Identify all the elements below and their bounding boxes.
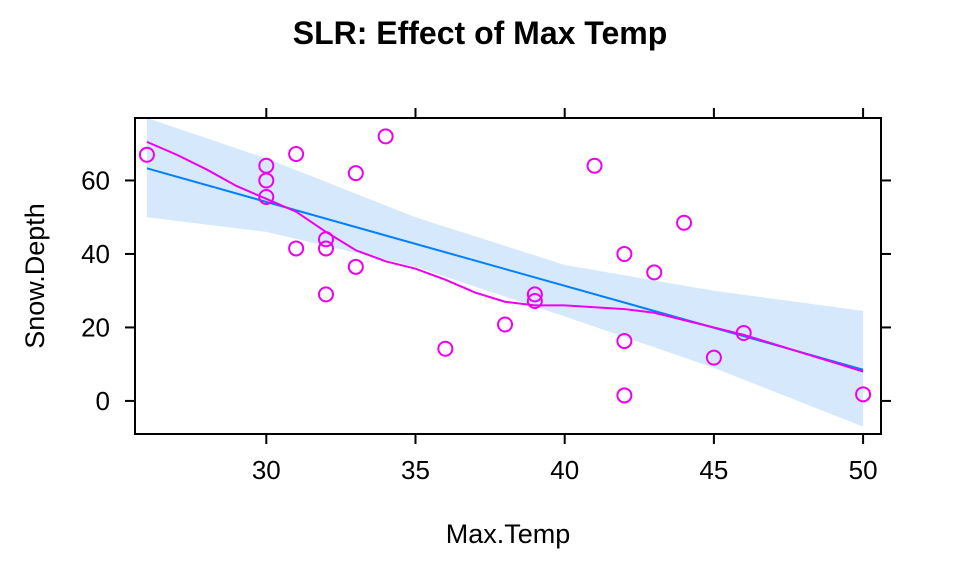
data-point (855, 386, 872, 403)
data-point (258, 189, 275, 205)
data-point (616, 387, 633, 404)
data-point (735, 324, 752, 341)
data-point (138, 146, 155, 163)
data-point (705, 349, 722, 366)
x-tick-label: 50 (849, 455, 878, 485)
data-point (526, 292, 543, 309)
data-point (258, 172, 275, 189)
data-point (288, 146, 305, 163)
data-point (616, 245, 633, 262)
data-point (347, 258, 364, 275)
x-axis-label: Max.Temp (446, 519, 571, 549)
y-tick-label: 60 (81, 165, 110, 195)
y-tick-label: 40 (81, 239, 110, 269)
x-tick-label: 35 (401, 455, 430, 485)
data-point (616, 333, 633, 350)
plot-frame (134, 117, 882, 435)
data-point (497, 316, 514, 333)
confidence-band (146, 118, 864, 427)
data-point (586, 157, 603, 174)
regression-line (146, 167, 864, 371)
y-axis-label: Snow.Depth (20, 203, 50, 349)
data-point (646, 264, 663, 281)
confidence-band-layer (146, 118, 864, 427)
y-tick-label: 0 (96, 386, 110, 416)
x-tick-label: 45 (699, 455, 728, 485)
data-point (437, 340, 454, 357)
chart-title: SLR: Effect of Max Temp (293, 15, 668, 51)
x-tick-label: 40 (550, 455, 579, 485)
data-point (317, 240, 334, 257)
data-point (526, 286, 543, 303)
points-layer (138, 128, 872, 404)
data-point (317, 231, 334, 248)
data-point (676, 214, 693, 231)
lines-layer (146, 140, 864, 373)
x-tick-label: 30 (252, 455, 281, 485)
data-point (317, 286, 334, 303)
smooth-line (146, 140, 864, 373)
y-tick-label: 20 (81, 312, 110, 342)
axes-layer: 30 35 40 45 50 0 20 40 60 (81, 108, 891, 485)
data-point (347, 165, 364, 182)
data-point (377, 128, 394, 145)
data-point (288, 240, 305, 257)
